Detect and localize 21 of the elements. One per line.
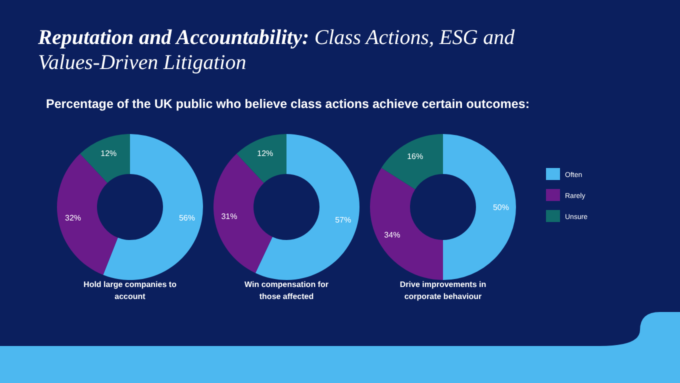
donut-slice	[370, 168, 443, 280]
donut-slice	[103, 134, 203, 280]
donut-slice	[255, 134, 360, 280]
data-label: 31%	[221, 212, 238, 221]
data-label: 12%	[257, 148, 274, 158]
data-label: 16%	[407, 152, 424, 161]
data-label: 12%	[100, 148, 117, 158]
text: Drive improvements in corporate behaviour	[400, 280, 486, 301]
text: Win compensation for those affected	[244, 280, 328, 301]
data-label: 57%	[335, 215, 352, 224]
data-label: 56%	[178, 214, 195, 223]
donut-slice	[381, 134, 443, 190]
data-label: 32%	[65, 214, 82, 223]
text: Percentage of the UK public who believe class actions achieve certain outcomes:	[46, 97, 530, 111]
donut-slice	[443, 134, 516, 280]
chart-title: Reputation and Accountability: Class Actions, ESG and Values-Driven Litigation	[38, 25, 515, 74]
donut-slice	[236, 134, 286, 183]
text: Hold large companies to account	[84, 280, 177, 301]
donut-slice	[80, 134, 130, 183]
data-label: 34%	[384, 230, 400, 240]
data-label: 50%	[492, 202, 510, 212]
